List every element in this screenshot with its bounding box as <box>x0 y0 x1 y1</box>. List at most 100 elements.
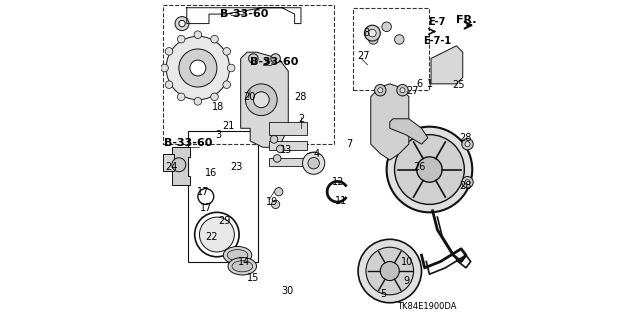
Text: 26: 26 <box>413 162 425 172</box>
Circle shape <box>161 64 168 72</box>
Text: 28: 28 <box>459 181 472 191</box>
Circle shape <box>211 93 218 101</box>
Polygon shape <box>241 52 288 147</box>
Text: E-7-1: E-7-1 <box>422 36 451 46</box>
Polygon shape <box>390 119 428 144</box>
Text: 14: 14 <box>238 257 251 267</box>
Ellipse shape <box>223 246 252 264</box>
Text: 28: 28 <box>294 92 307 102</box>
Circle shape <box>227 64 235 72</box>
Circle shape <box>179 20 185 27</box>
Text: 18: 18 <box>212 102 224 112</box>
Text: 8: 8 <box>364 28 369 38</box>
Text: B-33-60: B-33-60 <box>220 9 268 19</box>
Text: 4: 4 <box>313 149 319 159</box>
Circle shape <box>308 157 319 169</box>
Text: 9: 9 <box>403 276 410 286</box>
Circle shape <box>378 88 383 93</box>
Text: 15: 15 <box>246 273 259 283</box>
Circle shape <box>271 54 280 63</box>
Text: 6: 6 <box>416 79 422 89</box>
Circle shape <box>397 84 408 96</box>
Ellipse shape <box>232 261 253 272</box>
Text: 7: 7 <box>346 139 352 149</box>
Bar <box>353 8 429 90</box>
Text: 25: 25 <box>452 79 465 90</box>
Circle shape <box>366 247 413 295</box>
Text: 20: 20 <box>243 92 256 102</box>
Circle shape <box>165 48 173 55</box>
Circle shape <box>462 139 473 150</box>
Circle shape <box>211 35 218 43</box>
Circle shape <box>175 17 189 31</box>
Circle shape <box>369 35 378 44</box>
Text: 17: 17 <box>197 187 209 197</box>
Circle shape <box>400 88 405 93</box>
Circle shape <box>394 35 404 44</box>
Circle shape <box>223 48 230 55</box>
Text: 21: 21 <box>223 121 235 131</box>
Circle shape <box>462 177 473 188</box>
Text: 2: 2 <box>298 114 304 124</box>
Text: 11: 11 <box>335 196 348 206</box>
Text: TK84E1900DA: TK84E1900DA <box>397 302 457 311</box>
Bar <box>163 154 174 171</box>
Bar <box>188 132 258 261</box>
Text: 1: 1 <box>428 79 433 89</box>
Text: 12: 12 <box>332 177 344 187</box>
Text: 22: 22 <box>205 232 218 242</box>
Text: B-33-60: B-33-60 <box>250 57 298 67</box>
Circle shape <box>387 127 472 212</box>
Circle shape <box>465 142 470 147</box>
Text: FR.: FR. <box>456 15 477 25</box>
Text: 29: 29 <box>218 216 230 226</box>
Circle shape <box>253 92 269 108</box>
Text: 30: 30 <box>282 286 294 296</box>
Text: 27: 27 <box>358 51 370 61</box>
Circle shape <box>271 200 280 209</box>
Circle shape <box>380 261 399 281</box>
Circle shape <box>190 60 206 76</box>
Circle shape <box>303 152 324 174</box>
Circle shape <box>358 239 422 303</box>
Text: B-33-60: B-33-60 <box>164 138 212 148</box>
Circle shape <box>369 29 376 37</box>
Text: 28: 28 <box>459 133 472 143</box>
Circle shape <box>200 217 234 252</box>
Ellipse shape <box>228 258 257 275</box>
Circle shape <box>166 36 230 100</box>
Circle shape <box>177 35 185 43</box>
Text: 19: 19 <box>266 197 278 207</box>
Circle shape <box>417 157 442 182</box>
Text: 23: 23 <box>230 162 243 172</box>
Circle shape <box>270 136 278 143</box>
Circle shape <box>223 81 230 88</box>
Text: 24: 24 <box>165 162 178 172</box>
Circle shape <box>465 180 470 185</box>
Bar <box>269 141 307 150</box>
Polygon shape <box>173 147 190 185</box>
Text: 16: 16 <box>205 168 218 178</box>
Circle shape <box>276 145 284 153</box>
Circle shape <box>172 158 186 172</box>
Polygon shape <box>431 46 463 84</box>
Text: 13: 13 <box>280 146 292 156</box>
Text: 17: 17 <box>200 203 212 213</box>
Circle shape <box>374 84 386 96</box>
Circle shape <box>165 81 173 88</box>
Circle shape <box>177 93 185 101</box>
Bar <box>163 4 334 144</box>
Text: 5: 5 <box>380 289 387 299</box>
Circle shape <box>364 25 380 41</box>
Circle shape <box>394 135 465 204</box>
Circle shape <box>248 54 258 63</box>
Circle shape <box>382 22 392 32</box>
Text: 10: 10 <box>401 257 413 267</box>
Circle shape <box>194 31 202 38</box>
Circle shape <box>246 84 277 116</box>
Bar <box>269 158 307 166</box>
Text: 27: 27 <box>406 86 419 96</box>
Polygon shape <box>371 84 409 160</box>
Text: E-7: E-7 <box>428 17 445 27</box>
Circle shape <box>179 49 217 87</box>
